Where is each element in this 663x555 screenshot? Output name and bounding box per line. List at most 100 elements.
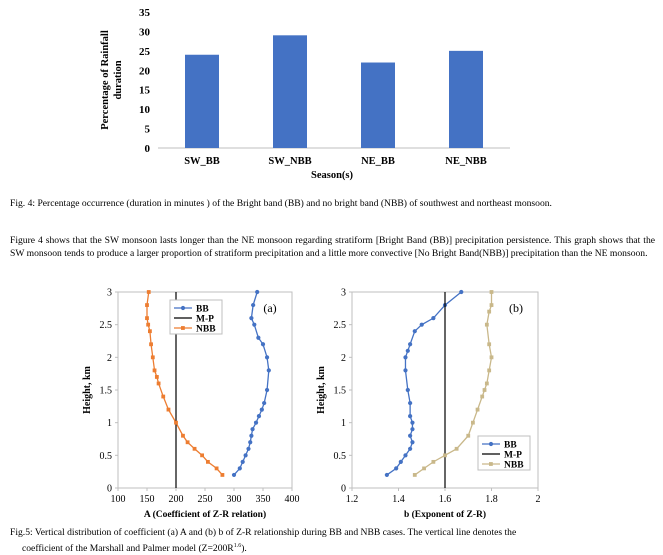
fig5a-point <box>240 459 245 464</box>
fig4-xlabel: Season(s) <box>311 170 354 181</box>
fig5b-point <box>482 388 487 392</box>
fig5a-point <box>166 407 171 412</box>
fig5a-ytick-label: 1.5 <box>100 386 113 397</box>
fig4-xtick-label: SW_BB <box>184 156 220 167</box>
fig5b-point <box>412 329 417 334</box>
fig5b-point <box>487 368 492 373</box>
fig5b-point <box>489 303 494 307</box>
fig5b-ytick-label: 2 <box>341 353 346 364</box>
fig5b-point <box>443 453 447 458</box>
fig5a-point <box>156 381 161 386</box>
fig5b-point <box>454 446 459 451</box>
fig5a-point <box>251 302 256 308</box>
fig4-ytick-label: 10 <box>139 104 151 116</box>
fig5a-point <box>256 414 262 419</box>
fig5b-point <box>408 414 413 419</box>
fig5a-xtick-label: 400 <box>285 494 300 505</box>
fig5b-point <box>408 400 413 406</box>
fig5b-point <box>394 466 399 471</box>
fig5b-xtick-label: 2 <box>536 494 541 505</box>
fig5b-ytick-label: 0 <box>341 484 346 495</box>
fig5a-legend-label: NBB <box>196 325 216 335</box>
fig4-ylabel-line1: Percentage of Rainfall <box>100 30 111 130</box>
fig5a-point <box>181 433 185 438</box>
fig4-bar <box>449 50 483 148</box>
fig5a-xlabel: A (Coefficient of Z-R relation) <box>144 509 266 520</box>
fig5b-ylabel: Height, km <box>316 365 327 413</box>
fig5a-ytick-label: 2.5 <box>100 320 113 331</box>
fig5a-xtick-label: 100 <box>111 494 126 505</box>
fig5a-point <box>161 394 166 399</box>
fig5b-point <box>384 472 389 478</box>
fig5a-point <box>260 342 266 347</box>
fig5a-point <box>249 433 254 438</box>
fig5b-point <box>489 290 494 294</box>
fig5b-point <box>412 473 417 477</box>
fig5b-point <box>489 355 494 360</box>
fig5a-point <box>152 368 157 373</box>
fig5b-point <box>487 342 492 347</box>
fig5a-point <box>250 427 255 432</box>
fig5a-point <box>150 355 155 360</box>
fig5a-point <box>252 322 257 327</box>
fig5a-ytick-label: 0.5 <box>100 451 113 462</box>
fig5b-point <box>459 289 464 295</box>
fig5a-ytick-label: 2 <box>107 353 112 364</box>
fig5b-point <box>405 348 410 353</box>
fig5b-ytick-label: 0.5 <box>334 451 347 462</box>
fig5b-panel-label: (b) <box>509 301 523 315</box>
fig5b-point <box>484 381 489 386</box>
fig5b-ytick-label: 2.5 <box>334 320 347 331</box>
fig5a-ytick-label: 1 <box>107 418 112 429</box>
fig5a-panel-label: (a) <box>263 301 276 315</box>
fig5b-line-chart: 1.2 1.4 1.6 1.8 2 0 0.5 1 1.5 2 2.5 3 b (Exponent of… <box>316 288 541 521</box>
fig5b-xtick-label: 1.8 <box>485 494 498 505</box>
fig5a-point <box>220 473 225 477</box>
fig5a-ytick-label: 0 <box>107 484 112 495</box>
fig5-caption-line2-suffix: ). <box>241 542 247 554</box>
fig5b-point <box>410 427 415 432</box>
fig5-caption-line2-prefix: coefficient of the Marshall and Palmer m… <box>22 542 234 554</box>
fig5b-xtick-label: 1.6 <box>439 494 452 505</box>
fig5b-legend-label: M-P <box>504 451 522 461</box>
fig4-ytick-label: 25 <box>139 46 151 58</box>
fig5a-point <box>192 446 197 451</box>
fig5a-point <box>148 329 152 334</box>
fig4-ylabel-line2: duration <box>113 60 124 99</box>
fig5a-legend-label: M-P <box>196 315 214 325</box>
fig5-caption-line1: Fig.5: Vertical distribution of coeffici… <box>10 527 517 538</box>
fig5b-point <box>431 459 436 464</box>
fig5b-point <box>403 355 408 360</box>
fig4-bar <box>361 62 395 149</box>
fig5a-point <box>185 440 190 445</box>
fig5a-point <box>266 368 271 373</box>
fig5b-point <box>408 342 413 347</box>
fig5b-ytick-label: 1 <box>341 418 346 429</box>
fig5b-legend-label: BB <box>504 441 517 451</box>
fig5b-series-line <box>386 291 462 476</box>
fig5a-point <box>259 407 264 412</box>
fig5b-point <box>431 316 436 321</box>
fig4-bar-chart: 0 5 10 15 20 25 30 35 SW_BB SW_NBB NE_BB NE_NBB Seas… <box>100 7 510 181</box>
fig4-bar <box>185 54 219 148</box>
fig5b-point <box>408 433 413 438</box>
fig5a-point <box>249 316 254 321</box>
fig5b-point <box>471 420 475 425</box>
fig4-ytick-label: 30 <box>139 26 151 38</box>
fig5-caption: Fig.5: Vertical distribution of coeffici… <box>10 527 655 555</box>
fig5a-point <box>237 466 242 471</box>
fig5b-point <box>422 466 426 471</box>
fig5a-point <box>174 420 178 425</box>
fig5a-xtick-label: 200 <box>169 494 184 505</box>
fig5a-xtick-label: 300 <box>227 494 242 505</box>
fig5b-point <box>419 322 424 327</box>
fig4-xtick-label: NE_NBB <box>445 156 486 167</box>
fig5b-point <box>484 322 489 327</box>
fig5-caption-sup: 1.6 <box>233 542 242 549</box>
fig5a-legend-marker <box>180 305 186 311</box>
fig5a-point <box>246 446 251 451</box>
fig5a-xtick-label: 350 <box>256 494 271 505</box>
fig5a-legend-marker <box>181 326 185 330</box>
fig5a-ylabel: Height, km <box>82 365 93 413</box>
fig5a-point <box>264 387 270 393</box>
